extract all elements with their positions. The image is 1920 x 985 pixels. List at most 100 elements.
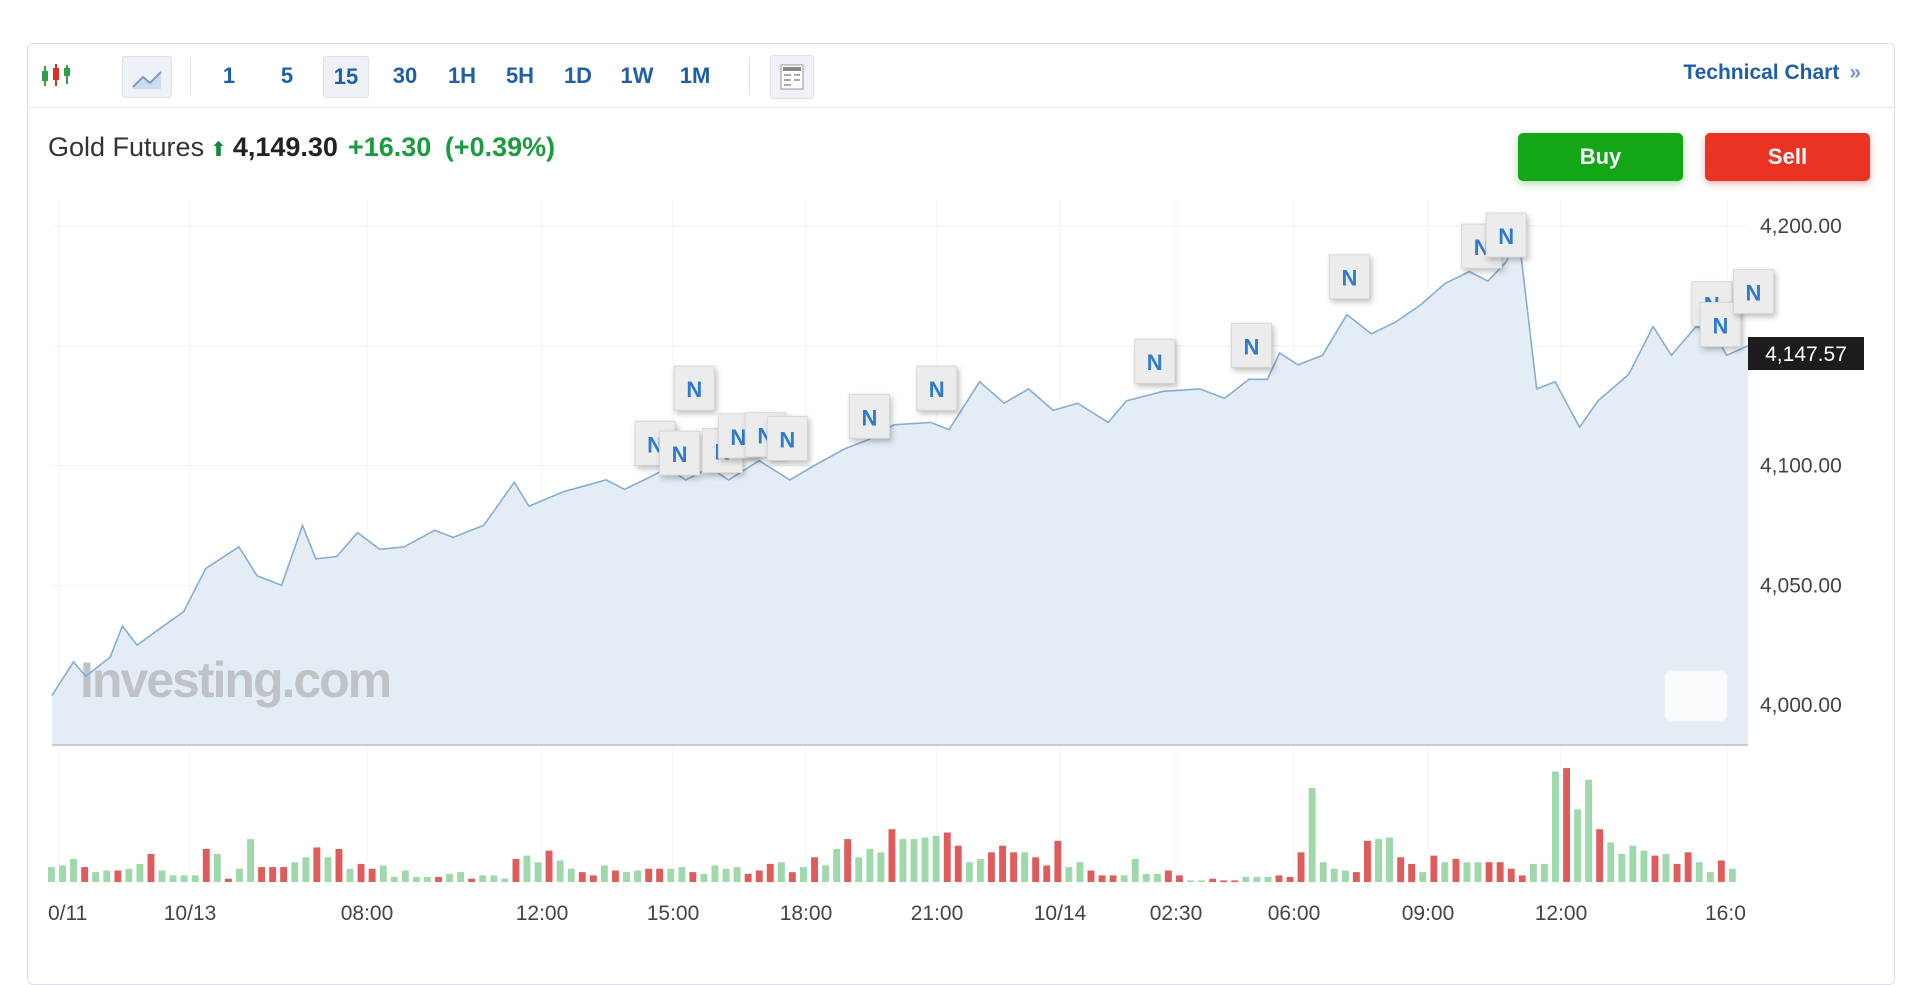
volume-bar bbox=[1220, 880, 1228, 883]
news-marker[interactable]: N bbox=[1732, 268, 1774, 314]
candlestick-icon[interactable] bbox=[39, 60, 73, 92]
volume-bar bbox=[1430, 855, 1438, 882]
volume-bar bbox=[446, 873, 453, 883]
news-marker-label: N bbox=[647, 432, 663, 457]
x-tick-label: 16:0 bbox=[1705, 902, 1746, 925]
table-layout-icon[interactable] bbox=[770, 55, 814, 99]
news-marker[interactable]: N bbox=[659, 430, 701, 476]
news-marker-label: N bbox=[1474, 235, 1490, 260]
interval-1d[interactable]: 1D bbox=[563, 63, 593, 88]
volume-bar bbox=[1518, 875, 1526, 882]
volume-bar bbox=[191, 875, 199, 882]
x-tick-label: 21:00 bbox=[911, 902, 964, 925]
volume-bar bbox=[1452, 858, 1460, 882]
volume-bar bbox=[1585, 779, 1593, 882]
news-marker[interactable]: N bbox=[1134, 338, 1176, 384]
price-chart[interactable]: Investing.com NNNNNNNNNNNNNNNNN 4,200.00… bbox=[0, 0, 1920, 949]
interval-1m[interactable]: 1M bbox=[679, 63, 711, 88]
volume-bar bbox=[1198, 880, 1205, 883]
volume-bar bbox=[1308, 788, 1316, 883]
x-tick-label: 02:30 bbox=[1150, 902, 1203, 925]
news-marker-label: N bbox=[1341, 266, 1357, 291]
volume-bar bbox=[357, 863, 365, 883]
volume-bar bbox=[114, 870, 122, 883]
volume-bar bbox=[932, 835, 940, 882]
volume-bar bbox=[1153, 873, 1161, 883]
volume-bar bbox=[1485, 862, 1493, 882]
interval-1w[interactable]: 1W bbox=[620, 63, 654, 88]
volume-bar bbox=[822, 865, 829, 882]
volume-bar bbox=[1242, 877, 1250, 882]
interval-15[interactable]: 15 bbox=[323, 56, 369, 98]
volume-bar bbox=[236, 868, 243, 882]
volume-bar bbox=[943, 832, 951, 882]
news-marker[interactable]: N bbox=[916, 365, 958, 411]
volume-bar bbox=[1120, 875, 1128, 882]
volume-bar bbox=[158, 870, 166, 883]
volume-bar bbox=[1563, 768, 1570, 882]
volume-bar bbox=[368, 868, 376, 882]
news-marker[interactable]: N bbox=[848, 393, 890, 439]
chart-settings-box[interactable] bbox=[1664, 670, 1728, 722]
volume-bar bbox=[910, 839, 918, 882]
volume-bar bbox=[589, 875, 597, 882]
news-marker-label: N bbox=[1147, 350, 1163, 375]
price-change: +16.30 bbox=[347, 132, 432, 162]
sell-button[interactable]: Sell bbox=[1705, 133, 1870, 181]
volume-bar bbox=[855, 857, 863, 883]
volume-bar bbox=[1043, 865, 1051, 882]
price-area bbox=[52, 233, 1748, 745]
news-marker[interactable]: N bbox=[1328, 254, 1370, 300]
volume-bar bbox=[755, 870, 763, 883]
volume-bar bbox=[59, 865, 66, 882]
volume-bar bbox=[1507, 868, 1515, 882]
volume-bar bbox=[689, 872, 697, 882]
news-marker-label: N bbox=[686, 377, 702, 402]
volume-bar bbox=[468, 878, 476, 882]
volume-bar bbox=[424, 877, 431, 882]
volume-bar bbox=[954, 845, 962, 882]
line-chart-icon[interactable] bbox=[122, 56, 172, 98]
news-marker-label: N bbox=[730, 425, 746, 450]
volume-bar bbox=[1021, 852, 1029, 882]
news-marker[interactable]: N bbox=[1230, 322, 1272, 368]
volume-bar bbox=[1054, 840, 1062, 883]
volume-bar bbox=[1397, 857, 1405, 883]
volume-bar bbox=[324, 857, 332, 883]
volume-bar bbox=[623, 872, 630, 882]
volume-bar bbox=[811, 857, 818, 883]
volume-bar bbox=[435, 877, 442, 882]
volume-bar bbox=[136, 863, 144, 883]
volume-bar bbox=[1695, 862, 1703, 882]
news-marker-label: N bbox=[672, 442, 688, 467]
interval-1[interactable]: 1 bbox=[222, 63, 236, 88]
volume-bar bbox=[1330, 868, 1338, 882]
interval-30[interactable]: 30 bbox=[392, 63, 418, 88]
news-marker-label: N bbox=[1243, 334, 1259, 359]
technical-chart-link[interactable]: Technical Chart » bbox=[1683, 61, 1861, 85]
volume-bar bbox=[247, 839, 254, 882]
x-tick-label: 15:00 bbox=[647, 902, 700, 925]
volume-bar bbox=[313, 847, 321, 882]
interval-5h[interactable]: 5H bbox=[505, 63, 535, 88]
volume-bar bbox=[379, 865, 387, 882]
volume-bar bbox=[1087, 870, 1095, 883]
volume-bar bbox=[501, 878, 509, 882]
news-marker[interactable]: N bbox=[766, 415, 808, 461]
x-tick-label: 10/13 bbox=[164, 902, 217, 925]
volume-bar bbox=[202, 849, 210, 882]
volume-bar bbox=[1441, 862, 1449, 882]
news-marker[interactable]: N bbox=[1485, 212, 1527, 258]
volume-bar bbox=[744, 873, 752, 883]
x-tick-label: 12:00 bbox=[1535, 902, 1588, 925]
interval-5[interactable]: 5 bbox=[280, 63, 294, 88]
volume-bar bbox=[302, 857, 310, 883]
volume-bar bbox=[92, 872, 100, 882]
double-chevron-right-icon: » bbox=[1849, 61, 1861, 84]
volume-bar bbox=[1540, 863, 1548, 883]
volume-bar bbox=[1264, 877, 1272, 882]
news-marker[interactable]: N bbox=[673, 365, 715, 411]
buy-button[interactable]: Buy bbox=[1518, 133, 1683, 181]
volume-bar bbox=[800, 867, 807, 882]
interval-1h[interactable]: 1H bbox=[447, 63, 477, 88]
